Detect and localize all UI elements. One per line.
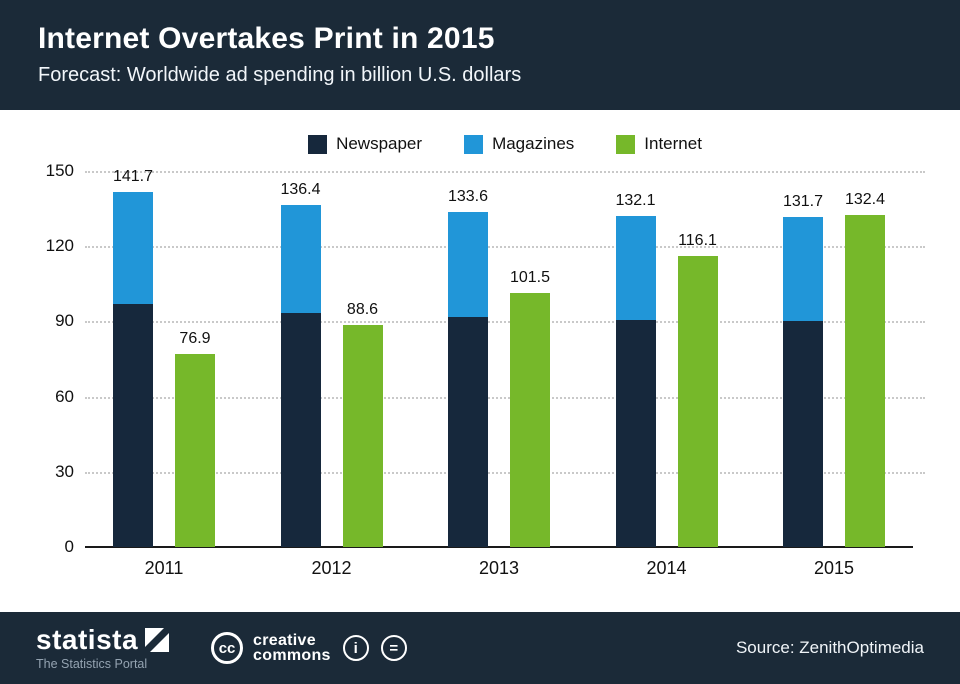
y-axis-label-90: 90 [55,311,74,331]
bar-segment-magazines-2011 [113,192,153,304]
bar-segment-magazines-2013 [448,212,488,317]
value-label-print-2015: 131.7 [782,193,824,210]
statista-logo-text: statista [36,623,139,655]
legend-label-internet: Internet [644,134,702,153]
x-axis-label-2013: 2013 [478,558,520,578]
page-title: Internet Overtakes Print in 2015 [38,22,495,55]
bar-segment-magazines-2012 [280,205,321,313]
chart-area: Newspaper Magazines Internet 0 30 60 90 120 1… [0,110,960,612]
creative-commons-block: cc creative commons i = [211,632,407,664]
bar-internet-2015 [845,215,885,547]
bar-internet-2011 [175,354,215,547]
chart-legend: Newspaper Magazines Internet [85,134,925,154]
bar-segment-newspaper-2015 [783,321,823,547]
bar-print-2013 [448,212,488,547]
gridline-150 [85,171,925,173]
legend-item-internet: Internet [616,134,702,154]
y-axis-label-120: 120 [45,236,74,256]
bar-print-2012 [280,205,321,547]
cc-label-line1: creative [253,632,316,649]
value-label-print-2013: 133.6 [447,188,489,205]
brand-row: statista [36,623,170,655]
x-axis-line [85,546,913,548]
bar-print-2014 [615,216,656,547]
bar-segment-newspaper-2014 [615,320,656,547]
legend-label-newspaper: Newspaper [336,134,423,153]
value-label-internet-2012: 88.6 [346,301,379,318]
y-axis-label-0: 0 [64,537,74,556]
gridline-90 [85,321,925,324]
newspaper-swatch-icon [308,134,328,154]
bar-print-2011 [113,192,153,547]
legend-item-newspaper: Newspaper [308,134,422,154]
bar-segment-newspaper-2012 [280,313,321,547]
statista-tagline: The Statistics Portal [36,656,148,671]
bar-segment-newspaper-2011 [113,304,153,547]
y-axis-label-150: 150 [45,161,74,180]
bar-internet-2013 [510,293,550,547]
value-label-internet-2015: 132.4 [844,191,886,208]
x-axis-label-2012: 2012 [311,558,352,578]
creative-commons-label: creative commons [253,632,331,664]
value-label-internet-2011: 76.9 [179,330,211,347]
statista-logo-icon [145,627,170,652]
gridline-120 [85,246,925,249]
bar-internet-2012 [342,325,383,547]
gridline-60 [85,396,925,399]
gridline-30 [85,471,925,474]
bar-print-2015 [783,217,823,547]
y-axis-label-60: 60 [55,386,74,406]
creative-commons-icon: cc [211,632,244,664]
attribution-icon: i [342,635,369,661]
x-axis-label-2014: 2014 [646,558,687,578]
internet-swatch-icon [616,134,636,154]
brand-block: statista The Statistics Portal [36,623,170,671]
legend-label-magazines: Magazines [492,134,575,153]
bar-segment-magazines-2015 [783,217,823,321]
x-axis-label-2011: 2011 [144,558,184,578]
no-derivatives-icon: = [380,635,407,661]
x-axis-label-2015: 2015 [813,558,855,578]
value-label-internet-2013: 101.5 [509,269,551,286]
legend-item-magazines: Magazines [464,134,574,154]
bar-internet-2014 [677,256,718,547]
value-label-print-2012: 136.4 [280,181,321,198]
value-label-print-2014: 132.1 [615,192,656,209]
value-label-print-2011: 141.7 [112,168,154,185]
bar-segment-magazines-2014 [615,216,656,320]
footer: statista The Statistics Portal cc creati… [0,612,960,684]
source-text: Source: ZenithOptimedia [735,638,924,657]
magazines-swatch-icon [464,134,484,154]
bar-segment-newspaper-2013 [448,317,488,547]
cc-label-line2: commons [253,647,331,664]
y-axis-label-30: 30 [55,461,74,481]
page-subtitle: Forecast: Worldwide ad spending in billi… [38,64,522,86]
header: Internet Overtakes Print in 2015 Forecas… [0,0,960,110]
value-label-internet-2014: 116.1 [678,232,717,249]
